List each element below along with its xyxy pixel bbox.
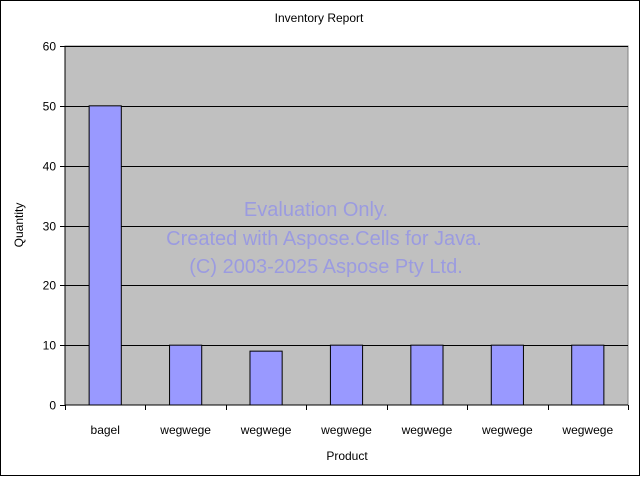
bar <box>249 350 283 406</box>
bar <box>490 344 524 406</box>
bar <box>329 344 364 406</box>
x-tick-labels: bagel wegwege wegwege wegwege wegwege wegwege… <box>65 405 629 437</box>
bars <box>88 105 605 406</box>
y-tick-labels: 0 10 20 30 40 50 60 <box>43 40 65 413</box>
x-tick-label: wegwege <box>240 423 292 437</box>
y-tick-label: 60 <box>43 40 57 54</box>
y-tick-label: 30 <box>43 220 57 234</box>
y-tick-label: 20 <box>43 279 57 293</box>
y-tick-label: 0 <box>49 399 56 413</box>
watermark-line-2: Created with Aspose.Cells for Java. <box>166 228 482 250</box>
x-tick-label: wegwege <box>401 423 453 437</box>
y-tick-label: 10 <box>43 339 57 353</box>
x-tick-label: bagel <box>91 423 120 437</box>
x-tick-label: wegwege <box>481 423 533 437</box>
bar <box>169 344 203 406</box>
x-axis-label: Product <box>326 449 368 463</box>
bar <box>410 344 444 406</box>
y-axis-label: Quantity <box>12 203 26 248</box>
chart-title: Inventory Report <box>275 11 364 25</box>
gridlines <box>65 46 628 346</box>
bar <box>88 105 122 406</box>
y-tick-label: 50 <box>43 100 57 114</box>
watermark-line-1: Evaluation Only. <box>244 199 388 221</box>
watermark: Evaluation Only. Created with Aspose.Cel… <box>166 199 482 278</box>
bar <box>571 344 605 406</box>
y-tick-label: 40 <box>43 160 57 174</box>
watermark-line-3: (C) 2003-2025 Aspose Pty Ltd. <box>189 256 463 278</box>
x-tick-label: wegwege <box>320 423 372 437</box>
x-tick-label: wegwege <box>561 423 613 437</box>
x-tick-label: wegwege <box>159 423 211 437</box>
